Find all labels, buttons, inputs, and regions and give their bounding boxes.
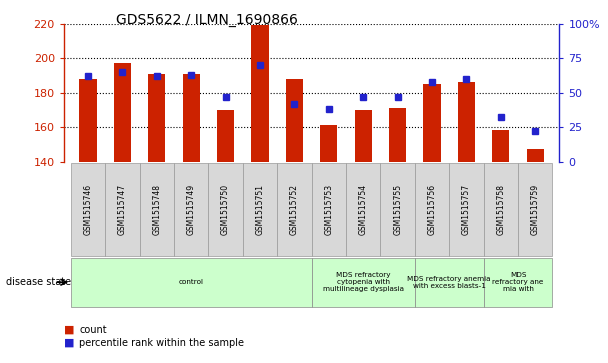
Text: GSM1515753: GSM1515753 (324, 184, 333, 235)
Text: MDS refractory anemia
with excess blasts-1: MDS refractory anemia with excess blasts… (407, 276, 491, 289)
Text: GSM1515751: GSM1515751 (255, 184, 264, 235)
Bar (286, 79, 303, 162)
Text: GSM1515754: GSM1515754 (359, 184, 368, 235)
Text: GSM1515746: GSM1515746 (83, 184, 92, 235)
Text: GSM1515747: GSM1515747 (118, 184, 127, 235)
Text: MDS
refractory ane
mia with: MDS refractory ane mia with (492, 272, 544, 292)
Bar (458, 82, 475, 162)
Bar (148, 74, 165, 162)
Text: GSM1515755: GSM1515755 (393, 184, 402, 235)
Bar (320, 125, 337, 162)
Bar (251, 25, 269, 162)
Text: percentile rank within the sample: percentile rank within the sample (79, 338, 244, 348)
Text: MDS refractory
cytopenia with
multilineage dysplasia: MDS refractory cytopenia with multilinea… (323, 272, 404, 292)
Text: GSM1515750: GSM1515750 (221, 184, 230, 235)
Text: control: control (179, 279, 204, 285)
Text: GSM1515757: GSM1515757 (462, 184, 471, 235)
Bar (182, 74, 200, 162)
Text: disease state: disease state (6, 277, 71, 287)
Text: GSM1515758: GSM1515758 (496, 184, 505, 235)
Text: GSM1515759: GSM1515759 (531, 184, 540, 235)
Text: GSM1515752: GSM1515752 (290, 184, 299, 235)
Bar (79, 79, 97, 162)
Bar (354, 110, 372, 162)
Text: count: count (79, 325, 106, 335)
Text: GDS5622 / ILMN_1690866: GDS5622 / ILMN_1690866 (116, 13, 297, 27)
Text: GSM1515748: GSM1515748 (152, 184, 161, 235)
Bar (389, 108, 406, 162)
Bar (527, 150, 544, 162)
Text: GSM1515749: GSM1515749 (187, 184, 196, 235)
Bar (423, 84, 441, 162)
Bar (114, 63, 131, 162)
Bar (217, 110, 234, 162)
Text: GSM1515756: GSM1515756 (427, 184, 437, 235)
Text: ■: ■ (64, 338, 74, 348)
Bar (492, 130, 510, 162)
Text: ■: ■ (64, 325, 74, 335)
